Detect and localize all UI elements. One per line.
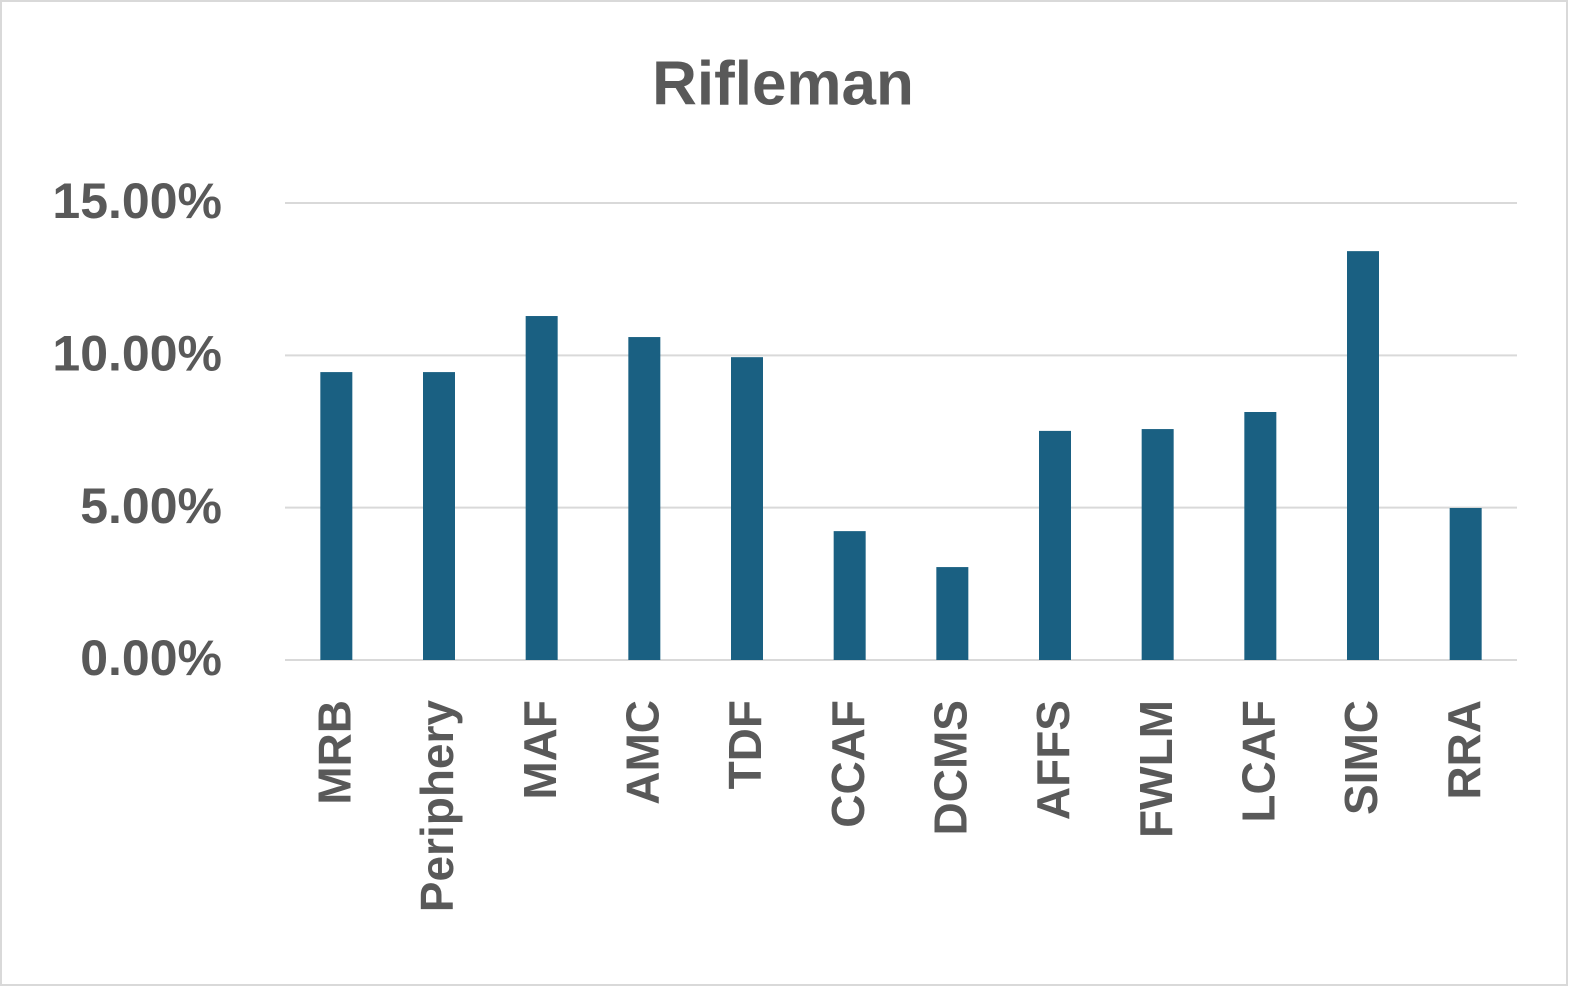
x-tick-label: AMC xyxy=(616,700,668,805)
x-tick-label: DCMS xyxy=(924,700,976,835)
y-tick-label: 10.00% xyxy=(52,326,222,382)
x-tick-label: MAF xyxy=(514,700,566,800)
bar xyxy=(628,337,661,660)
x-tick-label: CCAF xyxy=(822,700,874,828)
x-tick-label: FWLM xyxy=(1130,700,1182,838)
bar xyxy=(1039,430,1071,660)
bar xyxy=(423,372,455,660)
y-tick-label: 5.00% xyxy=(80,478,222,534)
x-tick-label: AFFS xyxy=(1027,700,1079,820)
bar xyxy=(731,357,763,660)
x-tick-label: Periphery xyxy=(411,700,463,913)
x-tick-label: LCAF xyxy=(1232,700,1284,823)
y-tick-label: 0.00% xyxy=(80,630,222,686)
y-tick-label: 15.00% xyxy=(52,173,222,229)
bar xyxy=(1449,507,1482,660)
x-tick-label: TDF xyxy=(719,700,771,789)
bar xyxy=(1244,412,1277,660)
bar xyxy=(525,316,558,660)
bar xyxy=(1141,429,1174,660)
bar xyxy=(320,372,353,660)
x-tick-label: SIMC xyxy=(1335,700,1387,815)
bar xyxy=(936,567,969,660)
x-tick-label: MRB xyxy=(308,700,360,805)
x-tick-label: RRA xyxy=(1438,700,1490,800)
chart-title: Rifleman xyxy=(652,49,914,118)
bar xyxy=(833,531,866,660)
bar xyxy=(1347,251,1379,660)
